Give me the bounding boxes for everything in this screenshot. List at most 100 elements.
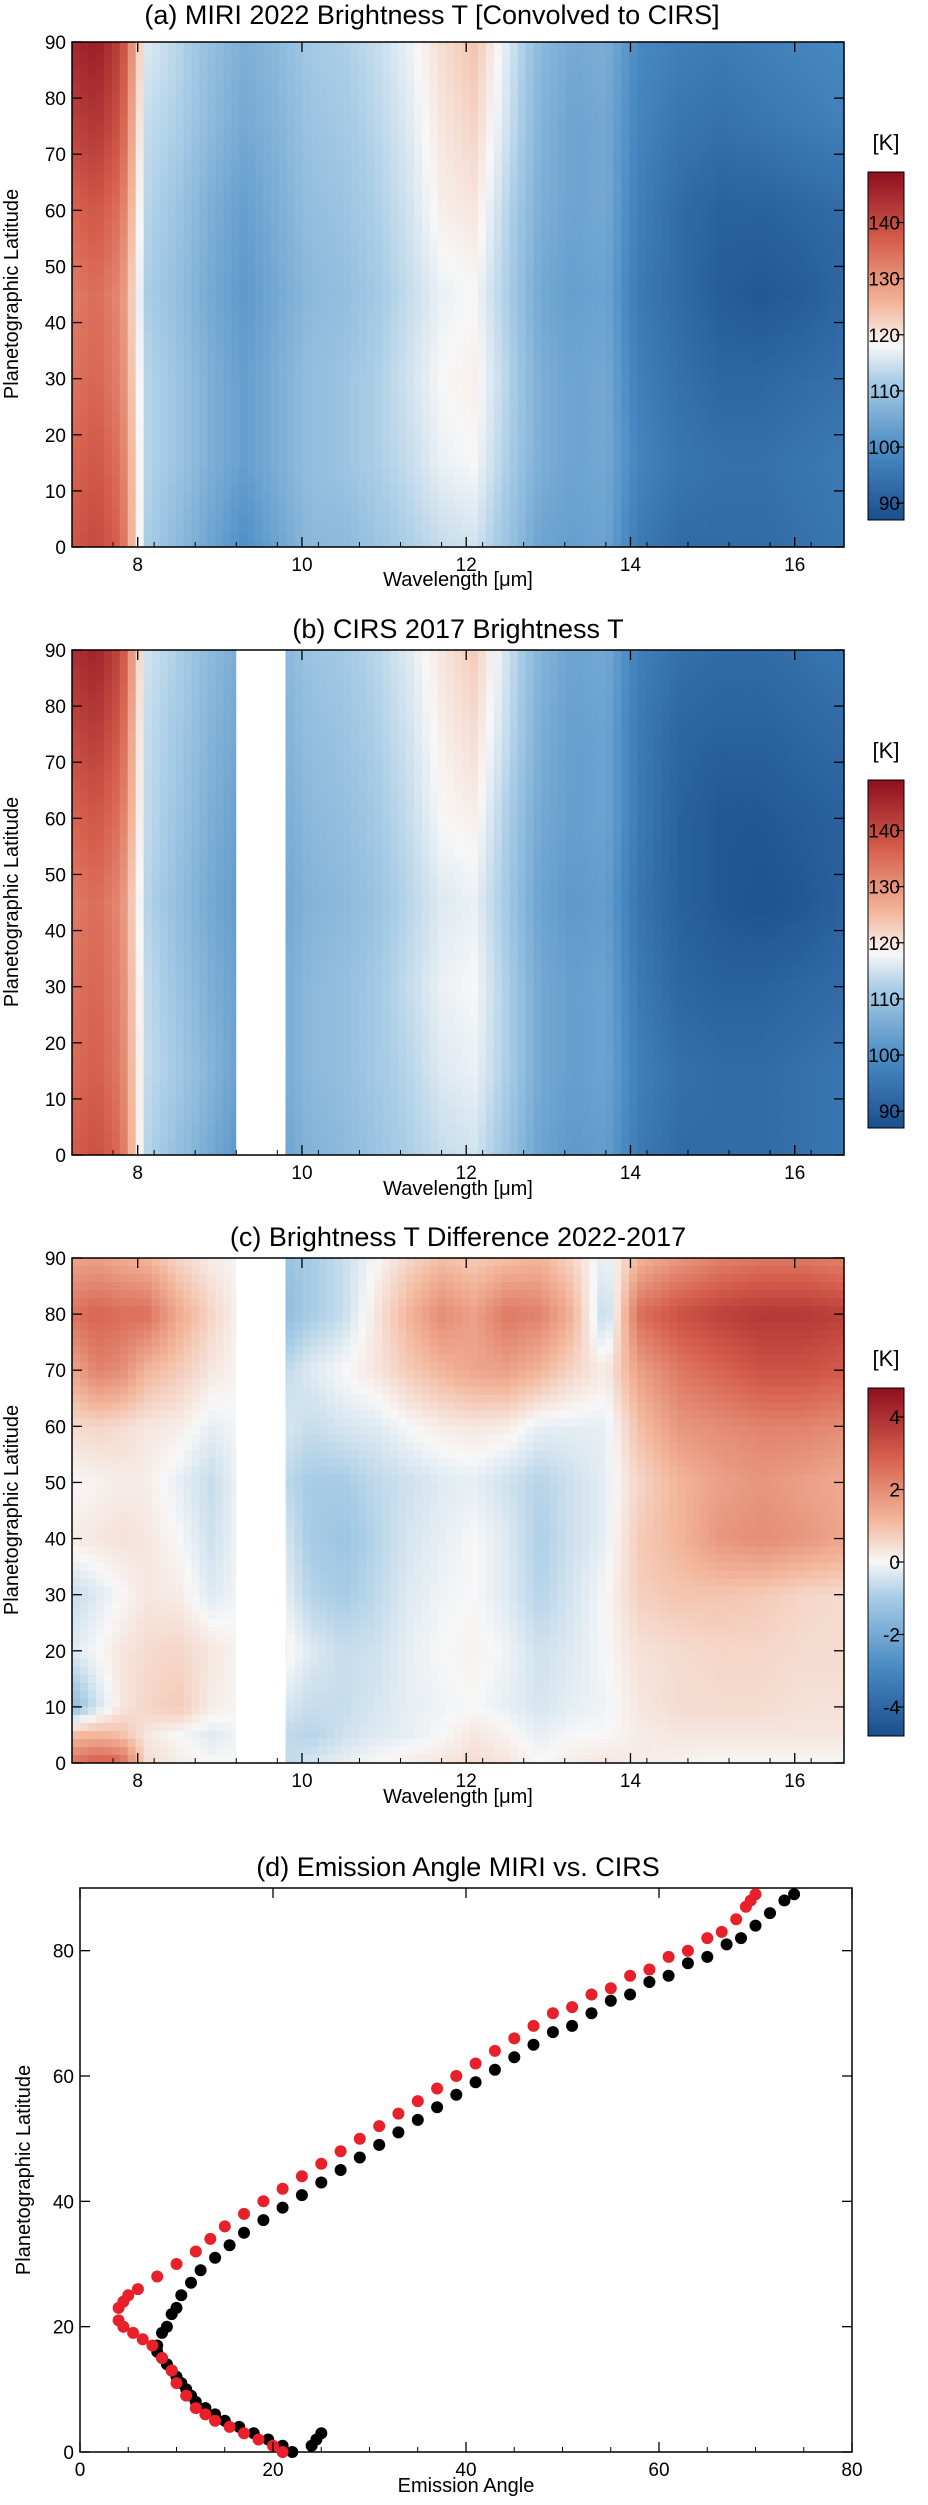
heatmap-cell [95, 434, 105, 444]
heatmap-cell [167, 258, 177, 268]
heatmap-cell [414, 90, 423, 99]
heatmap-cell [79, 42, 89, 51]
heatmap-cell [398, 234, 407, 243]
heatmap-cell [828, 210, 837, 219]
heatmap-cell [629, 418, 638, 428]
heatmap-cell [223, 130, 232, 139]
heatmap-cell [724, 354, 734, 364]
heatmap-cell [350, 146, 360, 155]
heatmap-cell [255, 322, 264, 332]
heatmap-cell [820, 66, 829, 75]
heatmap-cell [223, 362, 232, 372]
heatmap-cell [183, 250, 192, 260]
heatmap-cell [446, 402, 455, 412]
heatmap-cell [159, 194, 169, 203]
heatmap-cell [621, 186, 630, 195]
heatmap-cell [684, 138, 694, 147]
heatmap-cell [700, 42, 710, 51]
heatmap-cell [191, 282, 200, 292]
heatmap-cell [366, 106, 376, 115]
heatmap-cell [652, 250, 662, 260]
heatmap-cell [740, 170, 750, 179]
heatmap-cell [748, 442, 758, 452]
heatmap-cell [509, 194, 519, 203]
heatmap-cell [788, 162, 797, 171]
heatmap-cell [517, 114, 527, 123]
heatmap-cell [159, 322, 169, 332]
heatmap-cell [740, 74, 750, 83]
heatmap-cell [422, 298, 431, 308]
heatmap-cell [207, 210, 216, 219]
heatmap-cell [780, 170, 789, 179]
heatmap-cell [342, 50, 352, 59]
heatmap-cell [199, 354, 208, 364]
heatmap-cell [645, 306, 654, 316]
heatmap-cell [788, 98, 797, 107]
heatmap-cell [231, 186, 240, 195]
heatmap-cell [72, 346, 81, 356]
heatmap-cell [446, 370, 455, 380]
heatmap-cell [461, 434, 471, 444]
heatmap-cell [350, 98, 360, 107]
heatmap-cell [175, 170, 185, 179]
heatmap-cell [414, 410, 423, 420]
heatmap-cell [732, 362, 742, 372]
heatmap-cell [422, 290, 431, 300]
heatmap-cell [247, 114, 256, 123]
heatmap-cell [517, 130, 527, 139]
heatmap-cell [294, 138, 304, 147]
heatmap-cell [454, 138, 463, 147]
heatmap-cell [239, 82, 248, 91]
heatmap-cell [294, 386, 304, 396]
heatmap-cell [414, 42, 423, 51]
heatmap-cell [581, 266, 590, 276]
heatmap-cell [533, 258, 543, 268]
heatmap-cell [239, 386, 248, 396]
heatmap-cell [438, 338, 447, 348]
heatmap-cell [756, 282, 766, 292]
heatmap-cell [430, 386, 439, 396]
heatmap-cell [72, 178, 81, 187]
heatmap-cell [366, 250, 376, 260]
heatmap-cell [812, 114, 821, 123]
heatmap-cell [772, 298, 781, 308]
heatmap-cell [215, 434, 224, 444]
heatmap-cell [215, 410, 224, 420]
heatmap-cell [597, 82, 606, 91]
heatmap-cell [207, 98, 216, 107]
heatmap-cell [660, 186, 670, 195]
heatmap-cell [477, 402, 487, 412]
heatmap-cell [286, 394, 296, 404]
heatmap-cell [461, 258, 471, 268]
heatmap-cell [358, 290, 368, 300]
heatmap-cell [366, 66, 376, 75]
heatmap-cell [239, 322, 248, 332]
heatmap-cell [183, 234, 192, 243]
heatmap-cell [207, 162, 216, 171]
heatmap-cell [573, 442, 582, 452]
heatmap-cell [525, 186, 535, 195]
heatmap-cell [637, 106, 646, 115]
heatmap-cell [477, 154, 487, 163]
heatmap-cell [446, 178, 455, 187]
heatmap-cell [270, 322, 280, 332]
heatmap-cell [812, 130, 821, 139]
heatmap-cell [390, 426, 399, 436]
heatmap-cell [764, 418, 773, 428]
heatmap-cell [581, 242, 590, 252]
heatmap-cell [223, 170, 232, 179]
heatmap-cell [135, 386, 145, 396]
heatmap-cell [294, 74, 304, 83]
heatmap-cell [836, 58, 845, 67]
heatmap-cell [501, 378, 511, 388]
heatmap-cell [358, 354, 368, 364]
heatmap-cell [780, 274, 789, 284]
heatmap-cell [501, 218, 511, 227]
heatmap-cell [438, 98, 447, 107]
heatmap-cell [533, 114, 543, 123]
heatmap-cell [127, 234, 137, 243]
heatmap-cell [294, 258, 304, 268]
heatmap-cell [294, 170, 304, 179]
heatmap-cell [469, 290, 479, 300]
heatmap-cell [390, 74, 399, 83]
